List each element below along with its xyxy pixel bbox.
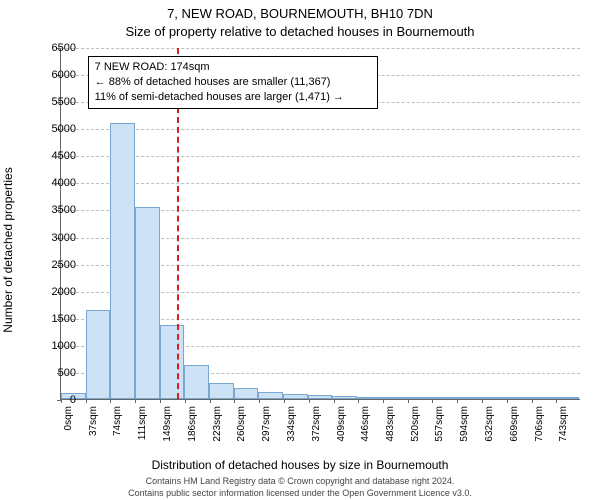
x-tick-label: 446sqm	[360, 406, 371, 456]
histogram-bar	[456, 397, 481, 399]
histogram-bar	[160, 325, 185, 399]
x-tick-label: 260sqm	[236, 406, 247, 456]
y-tick-label: 5500	[40, 96, 76, 108]
y-tick-label: 1000	[40, 340, 76, 352]
x-tick-mark	[160, 399, 161, 403]
info-box: 7 NEW ROAD: 174sqm ← 88% of detached hou…	[88, 56, 378, 109]
chart-title-main: 7, NEW ROAD, BOURNEMOUTH, BH10 7DN	[0, 6, 600, 21]
histogram-bar	[308, 395, 333, 399]
y-tick-label: 3500	[40, 204, 76, 216]
y-tick-label: 500	[40, 367, 76, 379]
histogram-bar	[332, 396, 357, 399]
histogram-bar	[135, 207, 160, 399]
histogram-bar	[234, 388, 259, 399]
x-tick-label: 743sqm	[558, 406, 569, 456]
x-tick-label: 594sqm	[459, 406, 470, 456]
histogram-bar	[480, 397, 505, 399]
y-tick-label: 3000	[40, 232, 76, 244]
x-tick-mark	[135, 399, 136, 403]
x-tick-label: 223sqm	[212, 406, 223, 456]
info-box-line2: ← 88% of detached houses are smaller (11…	[95, 75, 371, 90]
histogram-bar	[258, 392, 283, 399]
x-tick-label: 669sqm	[509, 406, 520, 456]
x-tick-label: 632sqm	[484, 406, 495, 456]
x-tick-mark	[457, 399, 458, 403]
x-tick-mark	[309, 399, 310, 403]
histogram-bar	[110, 123, 135, 399]
x-tick-label: 149sqm	[162, 406, 173, 456]
x-tick-mark	[234, 399, 235, 403]
y-tick-label: 1500	[40, 313, 76, 325]
x-tick-label: 706sqm	[534, 406, 545, 456]
x-tick-label: 483sqm	[385, 406, 396, 456]
chart-title-sub: Size of property relative to detached ho…	[0, 24, 600, 39]
histogram-bar	[184, 365, 209, 399]
x-tick-mark	[259, 399, 260, 403]
x-tick-label: 0sqm	[63, 406, 74, 456]
x-tick-mark	[432, 399, 433, 403]
x-tick-mark	[110, 399, 111, 403]
histogram-bar	[406, 397, 431, 399]
histogram-bar	[505, 397, 530, 399]
y-tick-label: 4500	[40, 150, 76, 162]
histogram-bar	[554, 397, 579, 399]
x-axis-label: Distribution of detached houses by size …	[0, 458, 600, 472]
x-tick-mark	[284, 399, 285, 403]
y-tick-label: 0	[40, 394, 76, 406]
x-tick-label: 557sqm	[434, 406, 445, 456]
x-tick-label: 186sqm	[187, 406, 198, 456]
x-tick-mark	[556, 399, 557, 403]
info-box-line3: 11% of semi-detached houses are larger (…	[95, 90, 371, 105]
y-tick-label: 2500	[40, 259, 76, 271]
gridline	[61, 48, 580, 49]
credits-line1: Contains HM Land Registry data © Crown c…	[0, 476, 600, 486]
y-tick-label: 4000	[40, 177, 76, 189]
histogram-bar	[530, 397, 555, 399]
x-tick-label: 297sqm	[261, 406, 272, 456]
x-tick-mark	[358, 399, 359, 403]
x-tick-mark	[185, 399, 186, 403]
x-tick-label: 37sqm	[88, 406, 99, 456]
x-tick-label: 111sqm	[137, 406, 148, 456]
plot-area: 7 NEW ROAD: 174sqm ← 88% of detached hou…	[60, 48, 580, 400]
gridline	[61, 156, 580, 157]
x-tick-mark	[507, 399, 508, 403]
x-tick-label: 520sqm	[410, 406, 421, 456]
gridline	[61, 183, 580, 184]
histogram-bar	[209, 383, 234, 399]
property-size-chart: 7, NEW ROAD, BOURNEMOUTH, BH10 7DN Size …	[0, 0, 600, 500]
x-tick-label: 409sqm	[336, 406, 347, 456]
x-tick-label: 334sqm	[286, 406, 297, 456]
histogram-bar	[283, 394, 308, 399]
x-tick-mark	[383, 399, 384, 403]
histogram-bar	[357, 397, 382, 399]
x-tick-mark	[210, 399, 211, 403]
y-tick-label: 2000	[40, 286, 76, 298]
x-tick-mark	[482, 399, 483, 403]
y-tick-label: 6500	[40, 42, 76, 54]
x-tick-mark	[334, 399, 335, 403]
x-tick-mark	[86, 399, 87, 403]
histogram-bar	[431, 397, 456, 399]
y-axis-label: Number of detached properties	[1, 167, 15, 332]
info-box-line1: 7 NEW ROAD: 174sqm	[95, 60, 371, 75]
y-tick-label: 5000	[40, 123, 76, 135]
y-tick-label: 6000	[40, 69, 76, 81]
x-tick-label: 74sqm	[112, 406, 123, 456]
histogram-bar	[382, 397, 407, 399]
histogram-bar	[86, 310, 111, 399]
gridline	[61, 129, 580, 130]
x-tick-mark	[408, 399, 409, 403]
x-tick-label: 372sqm	[311, 406, 322, 456]
x-tick-mark	[532, 399, 533, 403]
credits-line2: Contains public sector information licen…	[0, 488, 600, 498]
